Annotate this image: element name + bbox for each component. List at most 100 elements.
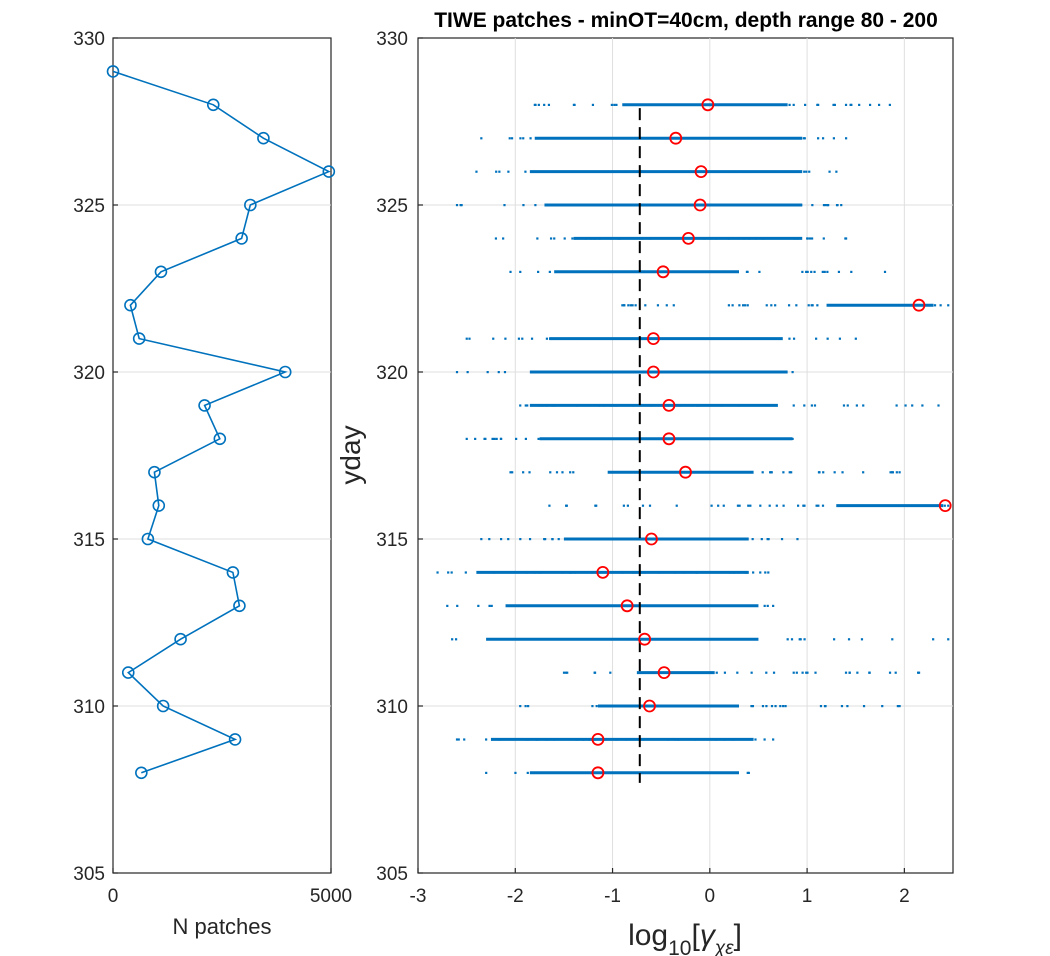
gamma-point	[696, 137, 700, 140]
gamma-point	[644, 371, 647, 374]
gamma-tick-labels: 305 310 315 320 325 330 -3 -2 -1 0 1 2	[376, 29, 909, 907]
gamma-median-marker	[701, 98, 715, 112]
gamma-point	[796, 504, 800, 507]
gamma-point	[947, 638, 950, 641]
gamma-point	[642, 738, 645, 741]
gamma-point	[680, 437, 684, 440]
gamma-point	[703, 237, 706, 240]
gamma-median-marker	[682, 231, 695, 245]
gamma-point	[632, 337, 635, 340]
gamma-point	[653, 671, 656, 674]
gamma-point	[788, 337, 791, 340]
gamma-point	[581, 771, 585, 774]
gamma-point	[597, 604, 600, 607]
gamma-point	[790, 638, 794, 641]
gamma-point	[621, 304, 624, 307]
gamma-point	[616, 170, 620, 173]
gamma-point	[672, 604, 675, 607]
gamma-point	[592, 237, 595, 240]
gamma-point	[695, 571, 698, 574]
gamma-point	[634, 304, 637, 307]
gamma-point	[592, 204, 595, 207]
gamma-point	[683, 604, 686, 607]
gamma-point	[704, 705, 707, 708]
gamma-point	[558, 437, 561, 440]
gamma-point	[499, 437, 502, 440]
gamma-point	[622, 504, 625, 507]
gamma-point	[792, 671, 795, 674]
gamma-point	[666, 404, 670, 407]
gamma-point	[525, 571, 528, 574]
gamma-point	[615, 103, 618, 106]
gamma-point	[749, 504, 752, 507]
gamma-point	[724, 170, 727, 173]
gamma-median-marker	[694, 165, 708, 179]
gamma-point	[550, 437, 553, 440]
gamma-point	[738, 504, 741, 507]
gamma-ytick-label: 310	[376, 697, 408, 718]
gamma-point	[722, 270, 725, 273]
gamma-median-marker	[620, 599, 634, 613]
gamma-point	[545, 337, 549, 340]
gamma-point	[895, 471, 898, 474]
gamma-point	[559, 270, 562, 273]
gamma-point	[618, 237, 622, 240]
gamma-point	[753, 337, 756, 340]
gamma-point	[737, 471, 740, 474]
gamma-median-marker	[645, 532, 658, 546]
gamma-point	[689, 705, 692, 708]
gamma-point	[691, 771, 695, 774]
gamma-point	[672, 671, 675, 674]
n-patches-marker	[233, 599, 246, 613]
gamma-point	[607, 371, 610, 374]
n-patches-ytick-label: 305	[73, 864, 105, 885]
gamma-point	[947, 504, 950, 507]
gamma-point	[769, 204, 772, 207]
gamma-point	[524, 437, 527, 440]
gamma-point	[670, 771, 674, 774]
gamma-scatter-points	[436, 103, 950, 775]
gamma-point	[723, 705, 726, 708]
gamma-median-marker	[638, 632, 652, 646]
gamma-point	[543, 538, 546, 541]
gamma-point	[759, 504, 762, 507]
gamma-point	[736, 705, 739, 708]
gamma-point	[889, 471, 892, 474]
gamma-point	[857, 504, 860, 507]
gamma-point	[460, 204, 463, 207]
gamma-point	[534, 170, 537, 173]
gamma-point	[526, 404, 529, 407]
gamma-xtick-label: -2	[507, 886, 524, 907]
gamma-point	[805, 270, 808, 273]
gamma-point	[791, 371, 794, 374]
gamma-point	[762, 337, 765, 340]
gamma-point	[565, 137, 569, 140]
gamma-point	[582, 738, 585, 741]
gamma-point	[541, 404, 544, 407]
gamma-point	[503, 204, 506, 207]
gamma-point	[508, 137, 511, 140]
gamma-point	[573, 771, 576, 774]
gamma-point	[594, 237, 597, 240]
n-patches-marker	[174, 632, 187, 646]
gamma-point	[595, 504, 598, 507]
gamma-point	[546, 738, 549, 741]
gamma-point	[547, 103, 551, 106]
gamma-point	[533, 571, 537, 574]
gamma-point	[595, 771, 598, 774]
gamma-point	[704, 103, 707, 106]
gamma-point	[643, 571, 646, 574]
gamma-point	[524, 705, 527, 708]
gamma-point	[727, 237, 730, 240]
gamma-point	[602, 404, 605, 407]
gamma-point	[491, 437, 494, 440]
gamma-point	[586, 371, 589, 374]
gamma-point	[512, 638, 515, 641]
gamma-point	[878, 304, 881, 307]
gamma-point	[675, 504, 678, 507]
gamma-point	[566, 337, 569, 340]
n-patches-marker	[206, 98, 220, 112]
gamma-point	[514, 771, 517, 774]
gamma-point	[822, 237, 825, 240]
